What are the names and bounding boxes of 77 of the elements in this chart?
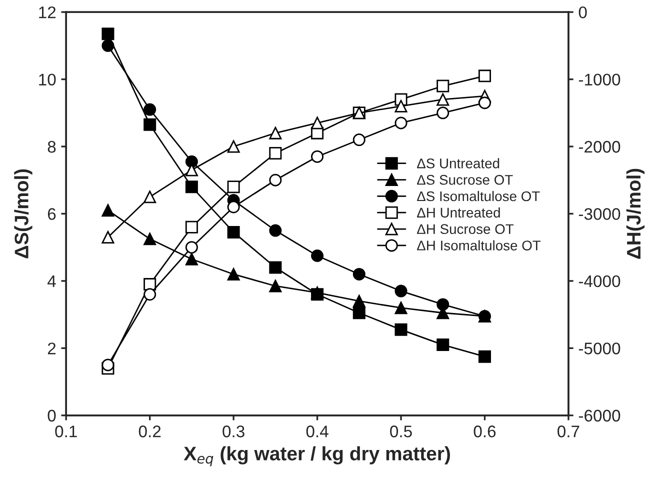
point <box>144 190 156 204</box>
point <box>269 261 282 274</box>
y-axis-title: ΔS(J/mol) <box>14 169 32 258</box>
y-tick-label: 10 <box>39 74 56 86</box>
point <box>269 126 282 140</box>
point <box>269 224 282 237</box>
point <box>185 252 198 266</box>
point <box>269 174 282 186</box>
y2-axis-title: ΔH(J/mol) <box>626 168 644 259</box>
x-tick-label: 0.1 <box>55 426 77 438</box>
point <box>352 134 366 146</box>
point <box>311 116 324 130</box>
point <box>227 180 240 194</box>
y-tick-label: 12 <box>39 6 56 18</box>
y-tick-label: 4 <box>47 276 56 287</box>
y2-tick-label: -6000 <box>578 410 620 422</box>
point <box>478 70 491 82</box>
point <box>185 241 198 254</box>
point <box>436 93 450 106</box>
y2-tick-label: -4000 <box>578 275 620 288</box>
x-tick-label: 0.5 <box>390 426 412 438</box>
x-tick-label: 0.4 <box>306 426 328 438</box>
point <box>269 146 282 160</box>
point <box>102 358 114 372</box>
point <box>436 338 450 352</box>
legend-label: ΔS Isomaltulose OT <box>417 190 540 202</box>
legend-label: ΔS Sucrose OT <box>417 174 513 185</box>
point <box>394 323 408 336</box>
legend-label: ΔH Isomaltulose OT <box>417 240 541 250</box>
x-axis-title: X$_{eq}$ (kg water / kg dry matter) <box>184 446 450 466</box>
point <box>144 232 156 246</box>
point <box>352 306 366 320</box>
x-tick-label: 0.6 <box>474 426 496 438</box>
point <box>478 310 491 322</box>
y2-tick-label: -5000 <box>578 342 620 354</box>
point <box>394 100 408 112</box>
legend-label: ΔH Untreated <box>417 207 500 218</box>
point <box>144 103 156 116</box>
y2-tick-label: 0 <box>578 6 587 18</box>
point <box>478 96 491 110</box>
point <box>227 200 240 214</box>
x-tick-label: 0.7 <box>558 426 580 438</box>
x-tick-label: 0.2 <box>138 426 161 438</box>
point <box>227 140 240 153</box>
point <box>269 280 282 292</box>
point <box>144 118 156 131</box>
point <box>102 28 114 40</box>
point <box>436 80 450 92</box>
y-tick-label: 6 <box>48 208 56 220</box>
point <box>436 298 450 311</box>
point <box>436 106 450 120</box>
point <box>185 180 198 194</box>
y-tick-label: 2 <box>48 342 56 354</box>
x-tick-label: 0.3 <box>222 426 244 438</box>
point <box>102 204 114 217</box>
point <box>352 294 366 308</box>
point <box>311 150 324 163</box>
y2-tick-label: -1000 <box>578 74 620 86</box>
point <box>478 350 491 363</box>
point <box>185 220 198 234</box>
legend-label: ΔH Sucrose OT <box>417 224 514 234</box>
legend-label: ΔS Untreated <box>417 158 500 168</box>
point <box>394 116 408 130</box>
point <box>227 268 240 280</box>
point <box>394 284 408 298</box>
y-tick-label: 0 <box>48 410 56 422</box>
point <box>352 268 366 280</box>
y2-tick-label: -3000 <box>578 208 620 220</box>
y-tick-label: 8 <box>48 140 56 153</box>
point <box>227 226 240 238</box>
point <box>311 249 324 262</box>
y2-tick-label: -2000 <box>578 140 620 153</box>
point <box>102 231 114 244</box>
point <box>144 288 156 301</box>
point <box>102 39 114 52</box>
point <box>185 155 198 168</box>
point <box>394 302 408 314</box>
